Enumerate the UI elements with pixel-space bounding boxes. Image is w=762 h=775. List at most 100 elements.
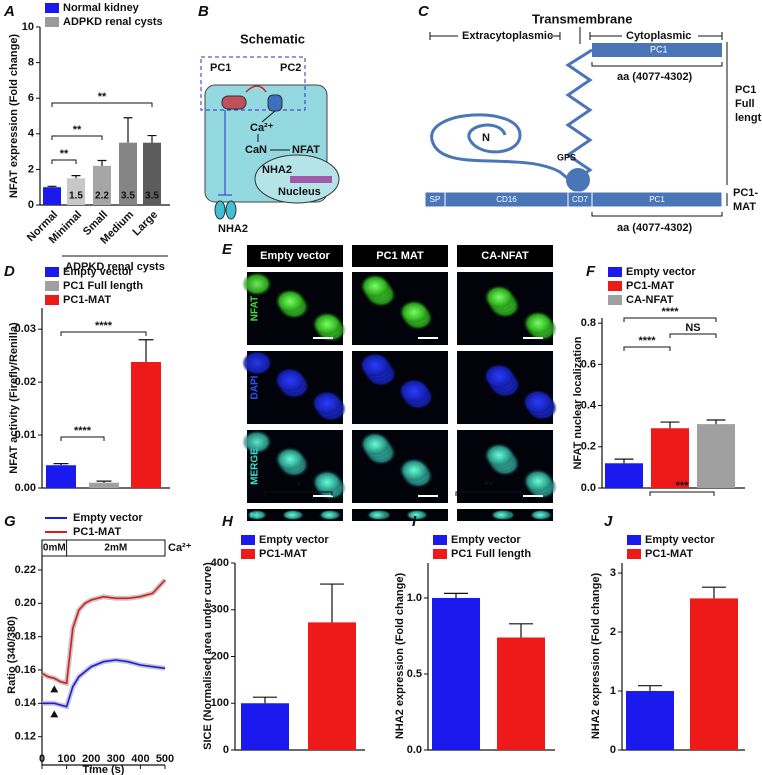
legend-label: Normal kidney: [63, 2, 140, 14]
significance-label: ****: [638, 335, 656, 347]
gps-label: GPS: [557, 152, 576, 162]
cell-blob: [242, 430, 272, 454]
legend-swatch: [45, 3, 59, 13]
nha2-label: NHA2: [218, 223, 248, 235]
value-label: 3.5: [121, 191, 135, 202]
error-bar: [123, 117, 133, 143]
y-tick-label: 0.02: [15, 376, 36, 388]
row-label: Z: [250, 512, 261, 518]
legend-swatch: [45, 17, 59, 27]
scale-bar: [523, 495, 543, 497]
calcium-annotation: 2mM: [104, 543, 127, 554]
legend-label: Empty vector: [63, 266, 133, 278]
y-tick-label: 0.00: [15, 482, 36, 494]
legend-label: PC1 Full length: [451, 548, 531, 560]
legend-label: PC1-MAT: [259, 548, 307, 560]
cell-blob: [275, 447, 305, 471]
full-length-label: PC1: [735, 84, 756, 96]
bar: [143, 142, 161, 205]
pc2-label: PC2: [280, 62, 301, 74]
schematic-c: Transmembrane Extracytoplasmic Cytoplasm…: [424, 11, 728, 234]
dashed-box: [200, 56, 306, 111]
cell-blob: [399, 300, 429, 324]
cell-blob: [360, 432, 390, 456]
significance-label: **: [98, 91, 107, 103]
cell-blob: [484, 285, 514, 309]
legend-swatch: [627, 535, 641, 545]
nucleus-label: Nucleus: [278, 186, 321, 198]
bracket: [591, 212, 723, 217]
significance-label: *: [296, 480, 301, 492]
significance-bracket: [60, 331, 147, 336]
y-tick-label: 0.6: [581, 358, 596, 370]
bar: [43, 187, 61, 205]
scale-bar: [313, 495, 333, 497]
cell-blob: [247, 510, 267, 520]
significance-label: **: [484, 480, 493, 492]
cell-blob: [523, 469, 553, 493]
cell-blob: [242, 351, 272, 375]
significance-label: ***: [676, 480, 690, 492]
x-tick-label: 0: [39, 753, 45, 765]
y-axis-label: SICE (Normalised area under curve): [202, 562, 214, 750]
full-length-label: length: [735, 112, 762, 124]
gps-domain: [566, 168, 590, 192]
value-label: 2.2: [95, 191, 109, 202]
can-label: CaN: [245, 144, 267, 156]
column-header: PC1 MAT: [376, 250, 424, 262]
legend-label: Empty vector: [73, 512, 143, 524]
arrow: [261, 110, 276, 123]
mat-label: MAT: [733, 201, 756, 213]
legend-label: PC1-MAT: [73, 526, 121, 538]
y-tick-label: 0: [610, 744, 616, 756]
bar: [651, 428, 689, 488]
error-bar: [138, 339, 154, 362]
cell-blob: [523, 390, 553, 414]
error-bar: [444, 592, 468, 598]
y-tick-label: 0.16: [15, 664, 36, 676]
significance-bracket: [264, 491, 333, 496]
bar: [697, 424, 735, 488]
pc1-top-label: PC1: [650, 44, 668, 54]
panel-label: H: [222, 513, 234, 530]
y-tick-label: 8: [28, 57, 34, 69]
panel-label: B: [198, 3, 209, 20]
y-tick-label: 100: [211, 697, 229, 709]
label-bg: [622, 28, 698, 44]
cytoplasmic-label: Cytoplasmic: [626, 30, 691, 42]
row-label: MERGE: [250, 448, 261, 485]
aa-top-label: aa (4077-4302): [617, 71, 693, 83]
significance-label: **: [73, 124, 82, 136]
bar: [308, 622, 356, 750]
arrowhead: [50, 710, 59, 718]
error-bar: [614, 458, 634, 464]
legend-label: ADPKD renal cysts: [63, 16, 163, 28]
legend-label: Empty vector: [626, 266, 696, 278]
legend-label: CA-NFAT: [626, 294, 674, 306]
cell-blob: [242, 272, 272, 296]
legend-label: Empty vector: [645, 534, 715, 546]
cell-blob: [367, 510, 387, 520]
significance-label: ****: [74, 425, 92, 437]
legend-swatch: [608, 295, 622, 305]
series-line: [42, 659, 166, 708]
error-bar: [97, 159, 107, 166]
legend-label: PC1-MAT: [645, 548, 693, 560]
pc1-label: PC1: [210, 62, 231, 74]
cell-blob: [484, 364, 514, 388]
y-tick-label: 3: [610, 567, 616, 579]
nha2-channel: [225, 200, 237, 220]
pc1-bar: [592, 43, 722, 57]
y-tick-label: 0.12: [15, 731, 36, 743]
significance-bracket: [623, 346, 671, 351]
domain: [591, 191, 723, 208]
y-tick-label: 0.01: [15, 429, 36, 441]
cell-blob: [484, 443, 514, 467]
cell-blob: [406, 510, 426, 520]
legend-label: PC1-MAT: [63, 294, 111, 306]
cell-blob: [312, 391, 342, 415]
scale-bar: [313, 337, 333, 339]
panel-label: J: [604, 513, 613, 530]
y-axis-label: NFAT activity (Firefly/Renilla): [8, 322, 20, 474]
